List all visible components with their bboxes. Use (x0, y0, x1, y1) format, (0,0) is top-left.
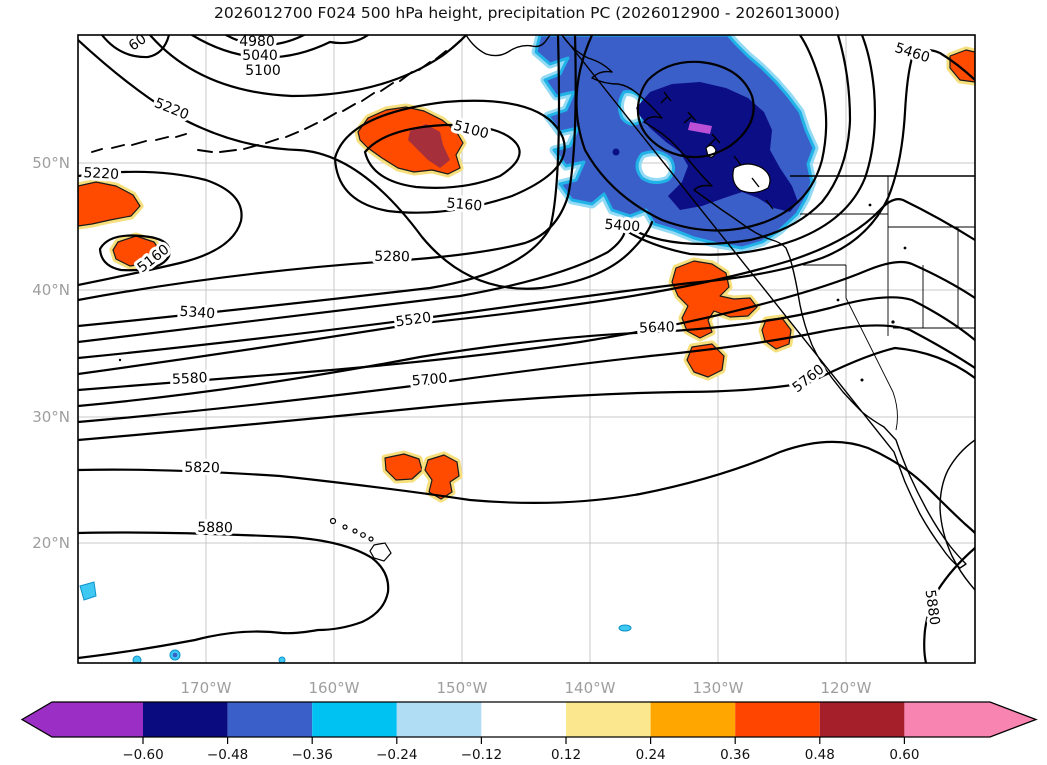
height-contours (78, 35, 975, 663)
contour-label: 5700 (411, 370, 448, 389)
colorbar-tick-label: −0.48 (207, 747, 248, 763)
map-panel: 4980 5040 5100 60 5220 5220 5100 5160 51… (78, 34, 975, 663)
colorbar-tick-label: 0.48 (805, 747, 835, 763)
positive-core (408, 124, 450, 168)
north-america-west-coast (561, 35, 967, 569)
x-tick-label: 170°W (181, 679, 232, 697)
x-axis-labels: 170°W 160°W 150°W 140°W 130°W 120°W (181, 679, 872, 697)
vancouver-island (732, 163, 771, 194)
colorbar-segment (312, 702, 397, 737)
contour-label: 5880 (197, 520, 233, 537)
colorbar: −0.60 −0.48 −0.36 −0.24 −0.12 0.12 0.24 … (20, 701, 1038, 763)
coastlines (91, 35, 975, 591)
colorbar-segment (819, 702, 905, 737)
map-frame (77, 34, 976, 664)
gulf-of-california-mainland (939, 439, 975, 591)
colorbar-tick-label: −0.24 (376, 747, 417, 763)
y-tick-label: 20°N (32, 534, 70, 552)
y-tick-label: 30°N (32, 408, 70, 426)
contour-label: 5460 (893, 40, 932, 66)
map-specks (118, 203, 907, 382)
extreme-negative-spot (688, 122, 712, 134)
x-tick-label: 120°W (821, 679, 872, 697)
colorbar-tick-label: −0.12 (461, 747, 502, 763)
colorbar-segment (735, 702, 820, 737)
contour-label: 5280 (374, 249, 410, 266)
colorbar-tick-label: 0.12 (551, 747, 581, 763)
alaska-coast (465, 35, 551, 57)
contour-label: 5100 (245, 63, 281, 79)
contour-label: 5400 (604, 217, 641, 235)
colorbar-segment (481, 702, 566, 737)
colorbar-segment (650, 702, 736, 737)
weak-negative-specks (79, 581, 632, 663)
contour-label: 5220 (83, 165, 119, 183)
contour-label: 4980 (239, 34, 275, 50)
colorbar-tick-label: 0.24 (636, 747, 666, 763)
contour-label: 5040 (242, 48, 278, 64)
x-tick-label: 140°W (565, 679, 616, 697)
state-borders (800, 176, 975, 431)
negative-anomaly-region (536, 35, 814, 248)
contour-label: 5820 (184, 460, 220, 477)
x-tick-label: 150°W (437, 679, 488, 697)
colorbar-segment (904, 702, 1036, 737)
bc-fjords (660, 91, 774, 210)
contour-label: 5160 (446, 195, 483, 214)
colorbar-tick-label: 0.36 (720, 747, 750, 763)
colorbar-tick-label: −0.36 (292, 747, 333, 763)
page-title: 2026012700 F024 500 hPa height, precipit… (214, 4, 840, 22)
colorbar-tick-labels: −0.60 −0.48 −0.36 −0.24 −0.12 0.12 0.24 … (122, 747, 919, 763)
y-axis-labels: 50°N 40°N 30°N 20°N (32, 154, 70, 552)
x-tick-label: 130°W (693, 679, 744, 697)
positive-anomaly-regions (78, 50, 975, 499)
contour-label: 5340 (179, 304, 216, 322)
colorbar-segment (227, 702, 313, 737)
colorbar-ticks (142, 737, 906, 744)
contour-label: 5580 (172, 370, 208, 388)
colorbar-tick-label: −0.60 (122, 747, 163, 763)
contour-label: 5520 (395, 310, 433, 331)
contour-labels: 4980 5040 5100 60 5220 5220 5100 5160 51… (80, 34, 945, 629)
contour-label: 5220 (152, 95, 191, 123)
colorbar-segment (566, 702, 651, 737)
colorbar-outline (20, 701, 1038, 738)
colorbar-tick-label: 0.60 (889, 747, 919, 763)
colorbar-segment (143, 702, 228, 737)
y-tick-label: 40°N (32, 281, 70, 299)
contour-label: 5760 (790, 362, 828, 397)
x-tick-label: 160°W (309, 679, 360, 697)
y-tick-label: 50°N (32, 154, 70, 172)
hawaiian-islands (329, 517, 392, 562)
contour-label: 5880 (922, 589, 943, 627)
colorbar-segment (396, 702, 482, 737)
contour-label: 5640 (639, 319, 675, 336)
colorbar-segment (22, 702, 143, 737)
